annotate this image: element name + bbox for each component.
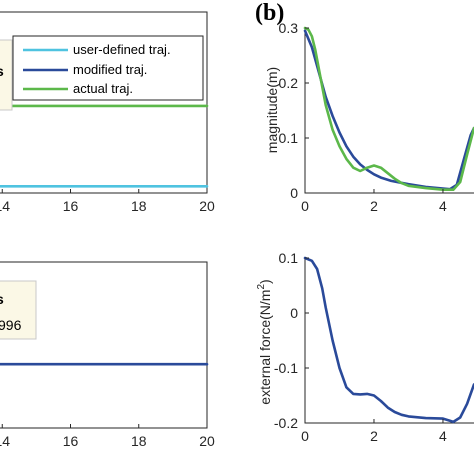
panel-b-top: 0 2 4 0 0.1 0.2 0.3 magnitude(m) (264, 20, 474, 214)
series-line-actual-b-top (303, 26, 474, 191)
y-tick-label: -0.1 (274, 360, 298, 376)
axes-frame-b-bottom (304, 258, 474, 424)
y-tick-label: 0.2 (279, 75, 299, 91)
y-tick-label: 0 (290, 305, 298, 321)
x-tick-label: 16 (63, 198, 79, 214)
panel-a-top: 14 16 18 20 s user-defined traj. modified t… (0, 11, 215, 214)
series-line-modified-b-top (303, 29, 474, 191)
x-tick-label: 0 (301, 428, 309, 444)
x-tick-label: 20 (199, 433, 215, 449)
legend-label-user-defined: user-defined traj. (73, 42, 171, 57)
x-tick-label: 20 (199, 198, 215, 214)
y-axis-label-b-top: magnitude(m) (264, 67, 280, 153)
y-tick-label: 0.1 (279, 250, 299, 266)
y-axis-label-b-bottom: external force(N/m2) (256, 279, 273, 404)
y-tick-label: 0 (290, 185, 298, 201)
axes-frame-a-top (0, 11, 208, 194)
x-tick-label: 2 (370, 198, 378, 214)
y-tick-label: 0.1 (279, 130, 299, 146)
x-tick-label: 2 (370, 428, 378, 444)
x-ticks-b-top: 0 2 4 (301, 189, 447, 214)
x-tick-label: 16 (63, 433, 79, 449)
plot-area-b-top (303, 26, 474, 191)
x-tick-label: 4 (439, 428, 447, 444)
x-ticks-b-bottom: 0 2 4 (301, 419, 447, 444)
legend-label-modified: modified traj. (73, 62, 147, 77)
x-tick-label: 0 (301, 198, 309, 214)
series-line-modified-b-bottom (303, 256, 474, 424)
x-tick-label: 18 (131, 198, 147, 214)
x-tick-label: 14 (0, 433, 10, 449)
x-tick-label: 14 (0, 198, 10, 214)
annotation-line-1-a-bottom: s (0, 291, 4, 307)
plot-area-b-bottom (303, 256, 474, 424)
y-axis-label-b-bottom-sup: 2 (256, 284, 267, 290)
annotation-box-a-bottom (0, 280, 37, 340)
panel-label-b: (b) (255, 0, 284, 26)
y-tick-label: -0.2 (274, 415, 298, 431)
y-tick-label: 0.3 (279, 20, 299, 36)
annotation-box-a-top (0, 39, 13, 111)
annotation-text-a-top: s (0, 63, 4, 79)
plot-area-a-top (0, 104, 209, 188)
x-tick-label: 18 (131, 433, 147, 449)
x-ticks-a-bottom: 14 16 18 20 (0, 424, 215, 449)
y-axis-label-b-bottom-end: ) (257, 279, 273, 284)
panel-a-bottom: 14 16 18 20 s 996 (0, 261, 215, 449)
y-axis-label-b-bottom-main: external force(N/m (257, 290, 273, 405)
legend: user-defined traj. modified traj. actual… (12, 35, 204, 101)
annotation-line-2-a-bottom: 996 (0, 317, 22, 333)
legend-label-actual: actual traj. (73, 81, 133, 96)
x-tick-label: 4 (439, 198, 447, 214)
y-ticks-b-top: 0 0.1 0.2 0.3 (279, 20, 309, 201)
x-ticks-a-top: 14 16 18 20 (0, 189, 215, 214)
y-ticks-b-bottom: -0.2 -0.1 0 0.1 (274, 250, 309, 431)
axes-frame-a-bottom (0, 261, 208, 429)
